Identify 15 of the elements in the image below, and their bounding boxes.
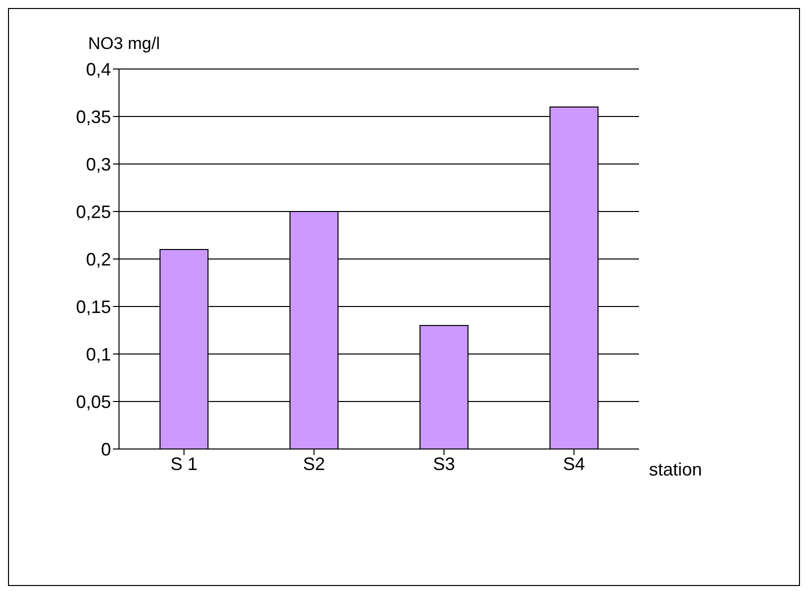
y-tick-label: 0,15: [76, 296, 111, 317]
x-tick-label: S2: [302, 454, 326, 474]
y-tick-label: 0,05: [76, 392, 111, 412]
y-tick-label: 0,35: [76, 106, 111, 127]
y-tick-label: 0,1: [86, 344, 111, 364]
y-tick-label: 0,3: [86, 154, 111, 174]
y-tick-label: 0,25: [76, 202, 111, 222]
x-tick-label: S3: [432, 454, 456, 474]
x-axis-title: station: [649, 459, 702, 480]
x-tick-label: S4: [562, 454, 586, 474]
y-axis-title: NO3 mg/l: [88, 34, 160, 53]
y-tick-label: 0,2: [86, 249, 111, 270]
y-tick-label: 0: [100, 439, 111, 460]
x-tick-label: S 1: [170, 454, 198, 474]
y-tick-label: 0,4: [86, 59, 111, 80]
